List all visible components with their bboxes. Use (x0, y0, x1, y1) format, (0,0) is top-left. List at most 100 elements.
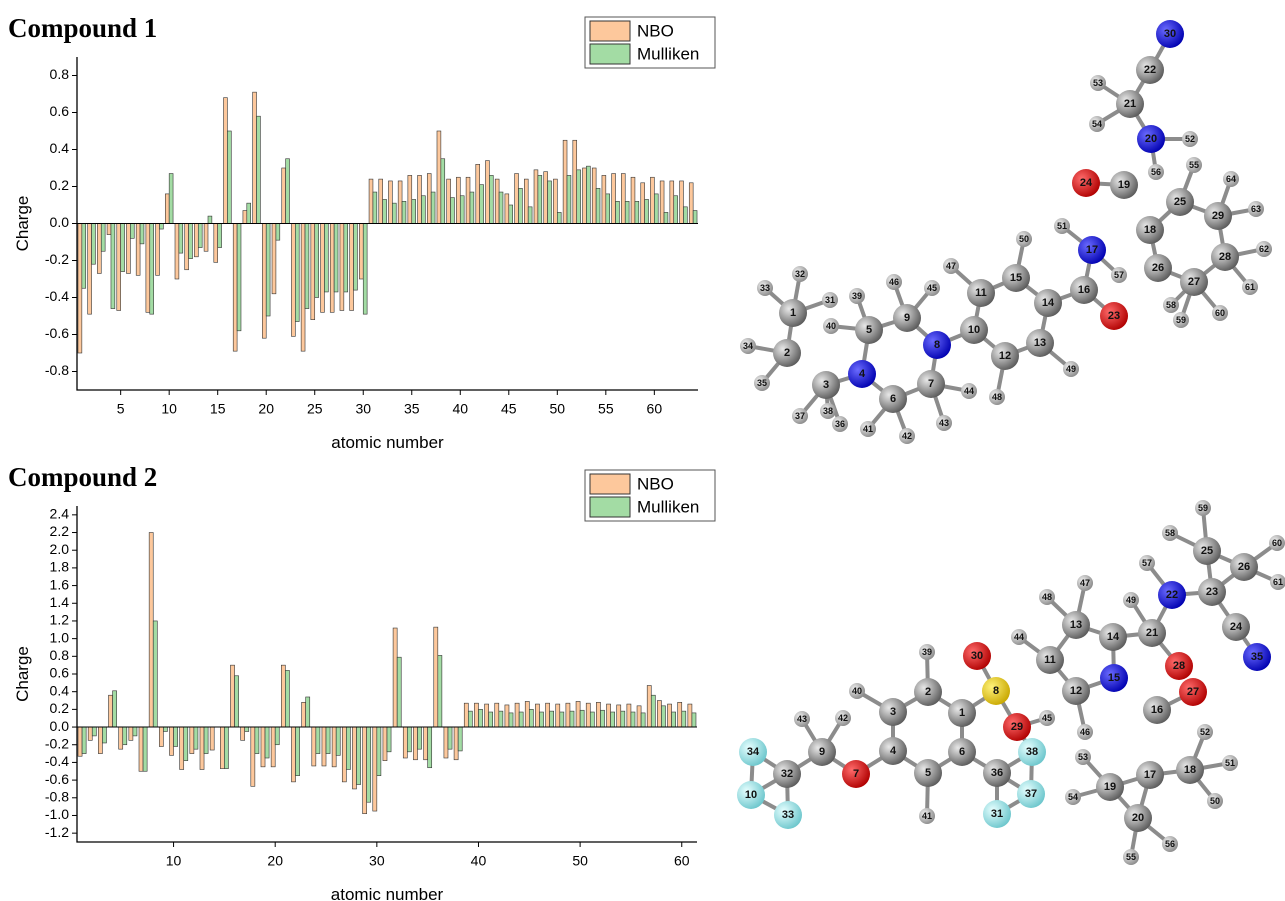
atom (924, 280, 940, 296)
x-tick-label: 50 (550, 401, 566, 417)
bar (339, 223, 345, 311)
bar (596, 701, 601, 728)
y-tick-label: -1.2 (45, 824, 69, 840)
bar (346, 726, 351, 770)
bar (321, 726, 327, 767)
bar (193, 726, 199, 750)
bar (386, 726, 392, 753)
atom-label: 31 (825, 295, 835, 305)
bar (227, 130, 232, 224)
bar (514, 702, 520, 728)
bar (207, 215, 213, 224)
bar (498, 191, 504, 224)
atom (989, 389, 1005, 405)
axes (76, 57, 698, 391)
atom-label: 8 (934, 339, 940, 351)
bar (687, 703, 693, 728)
bar (446, 178, 451, 224)
y-tick-label: 2.4 (50, 506, 70, 522)
y-axis-label: Charge (13, 196, 32, 252)
atom (1222, 613, 1250, 641)
atom-label: 23 (1206, 586, 1218, 598)
bar (270, 726, 276, 768)
legend-label: NBO (637, 474, 674, 493)
atom (914, 759, 942, 787)
atom-label: 40 (826, 321, 836, 331)
bar (159, 726, 164, 747)
atom (774, 801, 802, 829)
bar (508, 712, 514, 728)
atom-label: 52 (1200, 727, 1210, 737)
atom (1162, 836, 1178, 852)
y-tick-label: 1.4 (50, 594, 70, 610)
x-tick-label: 40 (452, 401, 468, 417)
atom-label: 18 (1184, 764, 1196, 776)
atom (1138, 619, 1166, 647)
y-tick-label: 0.2 (50, 177, 70, 193)
x-tick-label: 55 (598, 401, 614, 417)
y-tick-label: 0.4 (50, 140, 70, 156)
atom-label: 33 (782, 809, 794, 821)
bar (433, 626, 439, 728)
atom (1173, 312, 1189, 328)
atom-label: 56 (1151, 167, 1161, 177)
bar (543, 171, 548, 224)
bar (667, 703, 672, 728)
bar (333, 223, 339, 293)
bar (626, 703, 632, 728)
atom (1026, 329, 1054, 357)
bar (275, 223, 281, 241)
atom-label: 33 (760, 283, 770, 293)
bar (329, 223, 335, 313)
atom-label: 34 (743, 341, 753, 351)
bar (311, 726, 317, 767)
atom-label: 29 (1011, 721, 1023, 733)
x-tick-label: 45 (501, 401, 517, 417)
bar (671, 711, 676, 728)
y-tick-label: -0.4 (45, 288, 69, 304)
bar (616, 704, 622, 728)
bar (537, 175, 543, 224)
x-tick-label: 50 (572, 853, 588, 869)
atom-label: 57 (1142, 558, 1152, 568)
bar (407, 726, 412, 753)
atom (983, 759, 1011, 787)
legend-swatch (589, 496, 631, 518)
atom (1143, 696, 1171, 724)
bar (199, 726, 205, 770)
atom-label: 21 (1124, 98, 1136, 110)
bar (264, 726, 270, 759)
bar (240, 726, 246, 741)
bar (459, 195, 465, 224)
bar (217, 223, 222, 248)
atom-label: 16 (1078, 284, 1090, 296)
atom-label: 25 (1201, 545, 1213, 557)
bar (478, 709, 483, 728)
x-tick-label: 25 (307, 401, 323, 417)
bar (315, 726, 321, 754)
atom (832, 416, 848, 432)
atom-label: 4 (890, 745, 897, 757)
bar (236, 223, 242, 332)
bar (343, 223, 349, 293)
atom-label: 42 (838, 713, 848, 723)
atom-label: 24 (1230, 621, 1243, 633)
bar (295, 223, 300, 322)
bar (262, 223, 267, 339)
atom-label: 62 (1259, 244, 1269, 254)
bar (352, 726, 357, 790)
bar (145, 223, 151, 313)
atom (917, 370, 945, 398)
bar (169, 726, 174, 756)
y-tick-label: 1.8 (50, 559, 70, 575)
atom-label: 61 (1245, 282, 1255, 292)
x-axis-label: atomic number (331, 885, 444, 901)
atom-label: 1 (959, 707, 965, 719)
atom-label: 26 (1238, 561, 1250, 573)
atom (1222, 755, 1238, 771)
atom-label: 14 (1107, 631, 1120, 643)
bar (120, 223, 125, 272)
bar (620, 710, 626, 728)
atom (1002, 264, 1030, 292)
atom (1003, 713, 1031, 741)
